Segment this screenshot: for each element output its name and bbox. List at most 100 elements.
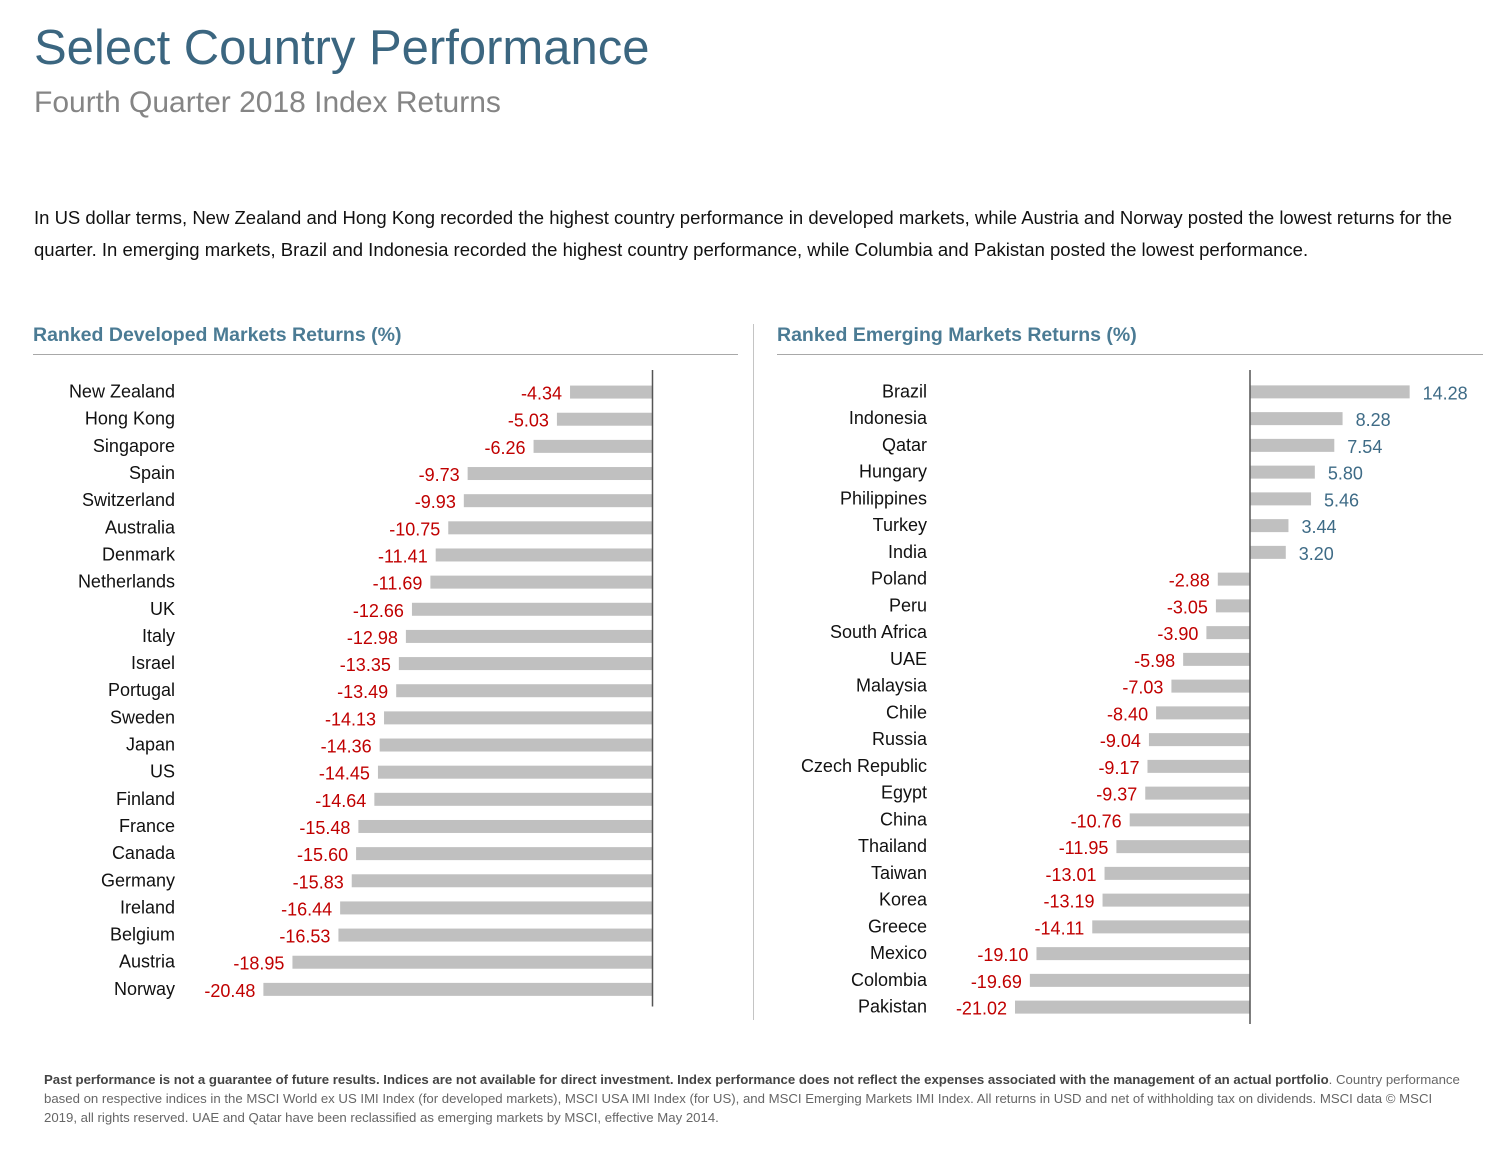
footer-disclaimer: Past performance is not a guarantee of f…: [44, 1070, 1464, 1127]
category-label: Canada: [112, 843, 176, 863]
data-label: -10.75: [389, 519, 440, 539]
category-label: Austria: [119, 952, 176, 972]
bar: [1156, 706, 1250, 720]
bar: [1250, 385, 1410, 399]
bar: [1250, 519, 1289, 533]
category-label: Belgium: [110, 925, 175, 945]
data-label: -11.95: [1059, 838, 1109, 858]
category-label: Hong Kong: [85, 409, 175, 429]
category-label: Qatar: [882, 435, 927, 455]
category-label: Chile: [886, 702, 927, 722]
category-label: Hungary: [859, 462, 927, 482]
emerging-markets-chart: 14.28 Brazil 8.28 Indonesia 7.54 Qatar 5.80 Hun…: [801, 370, 1468, 1024]
category-label: Germany: [101, 870, 175, 890]
bar: [1147, 759, 1250, 773]
panel-divider: [753, 324, 754, 1020]
data-label: 5.80: [1328, 464, 1363, 484]
data-label: -14.45: [319, 764, 370, 784]
data-label: -8.40: [1107, 704, 1148, 724]
bar: [1148, 733, 1250, 747]
category-label: Ireland: [120, 897, 175, 917]
bar: [1183, 652, 1250, 666]
bar: [379, 738, 653, 752]
bar: [377, 765, 653, 779]
category-label: India: [888, 542, 928, 562]
bar: [463, 494, 653, 508]
bar: [398, 657, 653, 671]
bar: [1215, 599, 1250, 613]
data-label: -14.36: [321, 737, 372, 757]
category-label: New Zealand: [69, 382, 175, 402]
bar: [1217, 572, 1250, 586]
data-label: -19.10: [977, 945, 1028, 965]
category-label: Peru: [889, 595, 927, 615]
category-label: UAE: [890, 649, 927, 669]
category-label: Italy: [142, 626, 175, 646]
bar: [411, 602, 653, 616]
data-label: -14.13: [325, 709, 376, 729]
data-label: -10.76: [1071, 811, 1122, 831]
category-label: Switzerland: [82, 490, 175, 510]
data-label: -16.53: [279, 927, 330, 947]
category-label: Russia: [872, 729, 928, 749]
footer-text: Country performance based on respective …: [44, 1072, 1460, 1125]
category-label: Egypt: [881, 783, 927, 803]
data-label: -14.64: [315, 791, 366, 811]
category-label: Portugal: [108, 680, 175, 700]
category-label: Turkey: [873, 515, 927, 535]
bar: [1250, 465, 1315, 479]
data-label: -3.90: [1157, 624, 1198, 644]
bar: [1171, 679, 1250, 693]
category-label: South Africa: [830, 622, 928, 642]
data-label: -11.41: [378, 546, 428, 566]
bar: [1250, 545, 1286, 559]
bar: [263, 982, 653, 996]
category-label: Indonesia: [849, 408, 928, 428]
data-label: -18.95: [233, 954, 284, 974]
category-label: Malaysia: [856, 676, 928, 696]
bar: [384, 711, 653, 725]
bar: [340, 901, 653, 915]
data-label: -12.66: [353, 601, 404, 621]
data-label: -5.98: [1134, 651, 1175, 671]
footer-period: .: [1328, 1072, 1333, 1087]
data-label: -4.34: [521, 384, 562, 404]
data-label: 7.54: [1347, 437, 1382, 457]
bar: [533, 439, 653, 453]
bar: [570, 385, 653, 399]
data-label: 8.28: [1356, 410, 1391, 430]
bar: [338, 928, 653, 942]
data-label: -2.88: [1169, 571, 1210, 591]
bar: [405, 629, 653, 643]
category-label: Japan: [126, 735, 175, 755]
data-label: -13.49: [337, 682, 388, 702]
data-label: -7.03: [1122, 678, 1163, 698]
data-label: -9.37: [1096, 785, 1137, 805]
bar: [1102, 893, 1250, 907]
bar: [467, 467, 653, 481]
data-label: -6.26: [485, 438, 526, 458]
data-label: -20.48: [204, 981, 255, 1001]
category-label: US: [150, 762, 175, 782]
data-label: 5.46: [1324, 490, 1359, 510]
bar: [1116, 840, 1250, 854]
category-label: Sweden: [110, 707, 175, 727]
data-label: 14.28: [1423, 383, 1468, 403]
category-label: Thailand: [858, 836, 927, 856]
bar: [358, 819, 653, 833]
category-label: Czech Republic: [801, 756, 927, 776]
page-title: Select Country Performance: [34, 21, 650, 75]
data-label: -12.98: [347, 628, 398, 648]
bar: [1036, 947, 1250, 961]
data-label: -13.01: [1046, 865, 1097, 885]
data-label: -13.19: [1043, 892, 1094, 912]
data-label: -9.17: [1098, 758, 1139, 778]
category-label: UK: [150, 599, 175, 619]
category-label: Mexico: [870, 943, 927, 963]
intro-paragraph: In US dollar terms, New Zealand and Hong…: [34, 207, 1453, 260]
data-label: -9.04: [1100, 731, 1141, 751]
category-label: France: [119, 816, 175, 836]
category-label: Denmark: [102, 544, 176, 564]
bar: [1029, 973, 1250, 987]
category-label: Korea: [879, 890, 928, 910]
